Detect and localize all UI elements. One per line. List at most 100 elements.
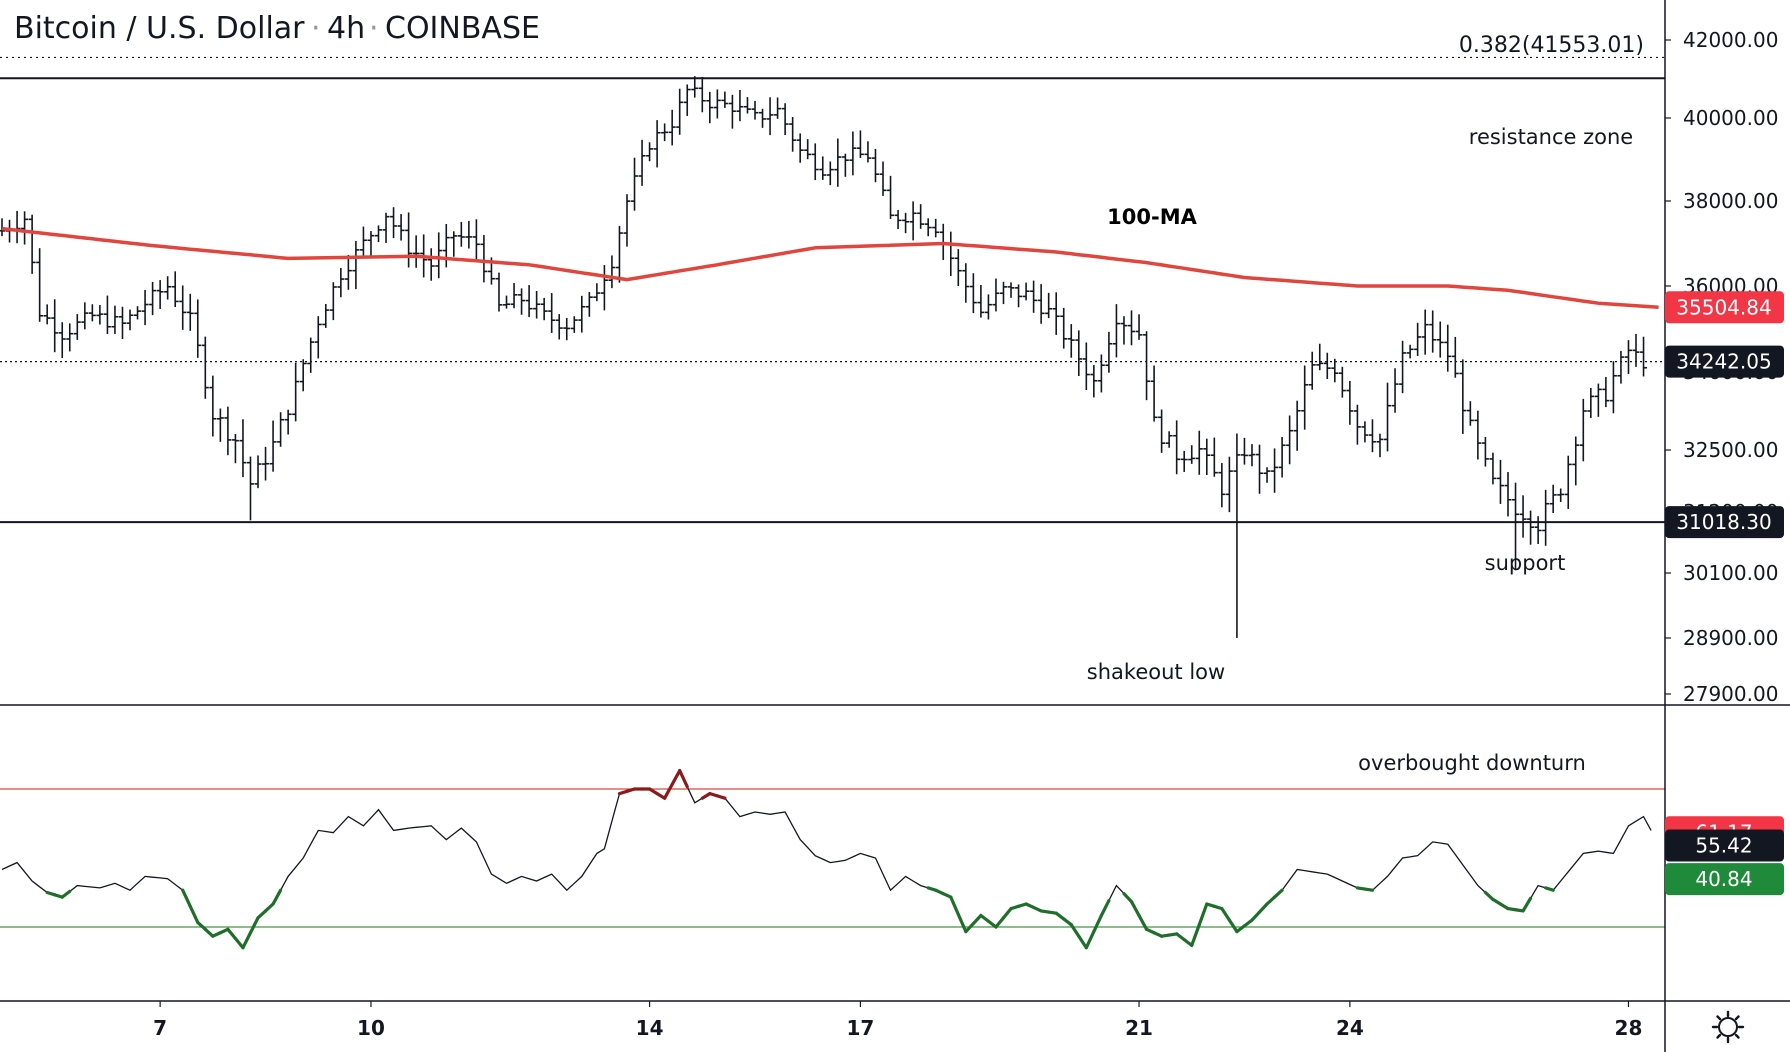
overbought-downturn-label: overbought downturn (1358, 751, 1586, 775)
price-bar (1045, 292, 1053, 319)
x-tick-label: 10 (357, 1016, 385, 1040)
price-bar (1090, 365, 1098, 398)
price-bar (96, 304, 104, 325)
price-bar (796, 133, 804, 163)
price-bar (1331, 358, 1339, 383)
price-bar (1489, 452, 1497, 485)
price-bar (992, 278, 1000, 312)
price-bar (164, 276, 172, 300)
price-bar (1218, 462, 1226, 508)
price-bar (600, 265, 608, 311)
price-bar (924, 218, 932, 237)
price-bar (977, 285, 985, 318)
price-bar (367, 231, 375, 258)
price-bar (88, 304, 96, 322)
price-badge: 31018.30 (1665, 506, 1784, 539)
price-bar (51, 299, 59, 353)
price-bar (450, 231, 458, 257)
support-label: support (1485, 551, 1566, 575)
price-bar (322, 303, 330, 328)
settings-gear-icon[interactable] (1711, 1010, 1745, 1044)
price-bar (21, 211, 29, 245)
price-bar (668, 109, 676, 146)
resistance-zone-label: resistance zone (1469, 125, 1633, 149)
price-bar (405, 212, 413, 268)
price-bar (638, 139, 646, 186)
title-exchange: COINBASE (385, 11, 540, 46)
price-bar (465, 220, 473, 249)
oscillator-extreme-segment (1069, 923, 1081, 938)
price-bar (1466, 401, 1474, 426)
price-bar (1361, 421, 1369, 443)
price-bar (337, 267, 345, 298)
price-bar (984, 294, 992, 320)
oscillator-extreme-segment (226, 927, 238, 941)
price-bar (81, 302, 89, 330)
price-bar (269, 420, 277, 472)
price-bar (1572, 436, 1580, 486)
price-bar (728, 94, 736, 129)
price-bar (1263, 467, 1271, 483)
oscillator-extreme-segment (1265, 895, 1277, 906)
price-bar (375, 225, 382, 243)
price-bar (969, 273, 977, 314)
price-bar (1549, 484, 1557, 513)
price-bar (1579, 398, 1587, 462)
price-bar (171, 271, 179, 308)
oscillator-extreme-segment (1099, 898, 1111, 918)
price-bar (706, 91, 714, 124)
time-axis[interactable]: 7 10 14 17 21 24 28 (153, 1001, 1642, 1040)
oscillator-extreme-segment (248, 916, 260, 935)
price-bar (683, 84, 691, 116)
oscillator-extreme-segment (670, 768, 682, 787)
oscillator-extreme-segment (1483, 890, 1495, 902)
price-bar (751, 100, 759, 120)
price-bar (58, 322, 66, 359)
price-bar (307, 337, 315, 373)
moving-average-layer (1, 226, 1659, 310)
x-tick-label: 7 (153, 1016, 167, 1040)
price-bar (186, 293, 194, 331)
price-bar (518, 288, 526, 315)
oscillator-extreme-segment (1084, 929, 1096, 950)
price-bar (1338, 366, 1346, 398)
price-bar (1384, 382, 1392, 452)
price-bar (887, 175, 895, 219)
price-bar (284, 409, 292, 435)
price-bar (495, 272, 503, 312)
price-bar (442, 223, 450, 268)
price-bar (593, 283, 601, 302)
price-bar (43, 304, 51, 325)
oscillator-badge: 55.42 (1665, 829, 1784, 862)
price-bar (947, 231, 955, 277)
price-bar (1587, 387, 1595, 419)
price-bar (28, 214, 36, 274)
title-sep-1: · (311, 11, 321, 46)
chart-title: Bitcoin / U.S. Dollar · 4h · COINBASE (14, 11, 540, 46)
x-tick-label: 24 (1336, 1016, 1364, 1040)
price-bar (179, 285, 187, 330)
price-badge: 35504.84 (1665, 291, 1784, 324)
price-bar (1082, 342, 1090, 391)
price-bar (1240, 437, 1248, 465)
title-interval: 4h (327, 11, 365, 46)
price-bar (698, 76, 706, 113)
price-bar (1391, 368, 1399, 413)
price-bar (631, 157, 639, 211)
price-bar (1060, 307, 1068, 349)
y-tick-label: 28900.00 (1683, 626, 1778, 650)
price-bar (1015, 284, 1023, 308)
price-bar (1527, 510, 1535, 545)
price-bar (1120, 316, 1128, 345)
price-bar (615, 225, 623, 283)
oscillator-extreme-segment (1227, 918, 1239, 934)
price-bar (480, 234, 488, 283)
y-tick-label: 40000.00 (1683, 106, 1778, 130)
price-bar (344, 255, 352, 290)
level-lines (0, 56, 1665, 524)
price-bar (1368, 419, 1376, 453)
price-bar (1075, 330, 1083, 377)
price-bar (653, 120, 661, 168)
price-bar (329, 282, 337, 321)
title-sep-2: · (369, 11, 379, 46)
